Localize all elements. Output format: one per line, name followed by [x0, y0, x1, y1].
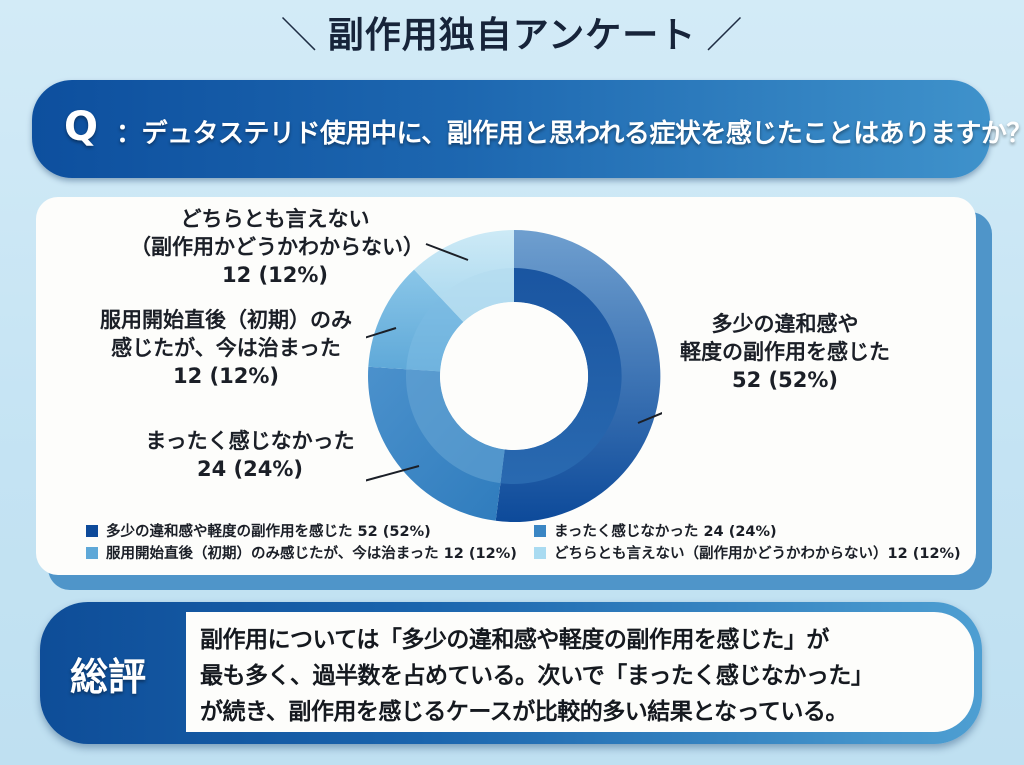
leader-line-0: [637, 412, 662, 424]
donut-chart: [366, 229, 662, 522]
slice-initial-only-inner: [406, 297, 464, 372]
summary-line-1: 副作用については「多少の違和感や軽度の副作用を感じた」が: [200, 627, 829, 653]
slice-mild-side-effects-inner: [500, 268, 622, 484]
legend-swatch: [534, 546, 546, 559]
leader-line-3: [425, 243, 469, 261]
survey-title: 副作用独自アンケート: [327, 15, 697, 56]
summary-text-box: 副作用については「多少の違和感や軽度の副作用を感じた」が 最も多く、過半数を占め…: [186, 612, 974, 732]
legend-item-initial: 服用開始直後（初期）のみ感じたが、今は治まった 12 (12%): [86, 542, 517, 563]
page-title: ＼ 副作用独自アンケート／: [0, 6, 1024, 58]
summary-heading: 総評: [70, 655, 147, 699]
legend-item-mild: 多少の違和感や軽度の副作用を感じた 52 (52%): [86, 520, 431, 541]
summary-line-3: が続き、副作用を感じるケースが比較的多い結果となっている。: [200, 699, 848, 725]
legend-swatch: [534, 524, 546, 537]
label-mild-side-effects: 多少の違和感や 軽度の副作用を感じた 52 (52%): [680, 312, 890, 392]
decorative-slash: ／: [706, 15, 744, 56]
slice-uncertain-inner: [440, 268, 514, 322]
legend-item-none: まったく感じなかった 24 (24%): [534, 520, 777, 541]
label-initial-only: 服用開始直後（初期）のみ 感じたが、今は治まった 12 (12%): [100, 308, 352, 388]
summary-banner: 総評 副作用については「多少の違和感や軽度の副作用を感じた」が 最も多く、過半数…: [40, 602, 982, 744]
label-none-felt: まったく感じなかった 24 (24%): [145, 429, 355, 481]
summary-line-2: 最も多く、過半数を占めている。次いで「まったく感じなかった」: [200, 663, 874, 689]
donut-hole: [440, 302, 588, 450]
label-uncertain: どちらとも言えない （副作用かどうかわからない） 12 (12%): [130, 207, 424, 287]
slice-none-felt-inner: [405, 369, 505, 484]
leader-line-1: [366, 465, 420, 482]
leader-line-2: [366, 327, 397, 339]
legend-item-uncertain: どちらとも言えない（副作用かどうかわからない）12 (12%): [534, 542, 961, 563]
question-text: ：デュタステリド使用中に、副作用と思われる症状を感じたことはありますか？: [116, 119, 1024, 149]
legend-swatch: [86, 524, 98, 537]
question-prefix: Q: [64, 104, 99, 150]
decorative-backslash: ＼: [280, 15, 318, 56]
legend-swatch: [86, 546, 98, 559]
question-banner: Q ：デュタステリド使用中に、副作用と思われる症状を感じたことはありますか？: [32, 80, 1024, 178]
